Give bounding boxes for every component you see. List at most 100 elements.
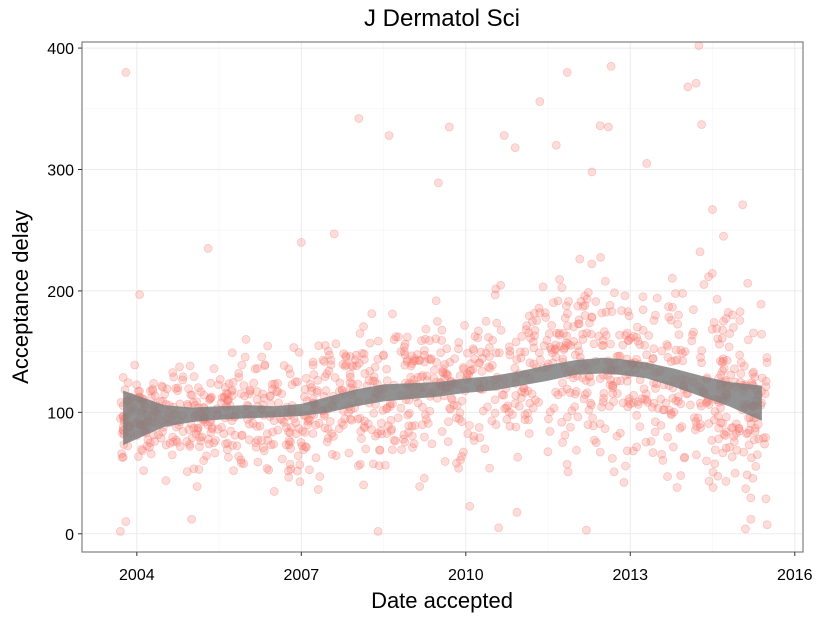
data-point <box>664 302 673 312</box>
data-point <box>457 417 467 426</box>
data-point <box>257 352 267 362</box>
data-point <box>659 405 668 415</box>
data-point <box>444 122 454 132</box>
data-point <box>351 355 360 365</box>
data-point <box>237 430 247 440</box>
data-point <box>633 397 643 407</box>
data-point <box>294 424 304 433</box>
data-point <box>734 424 744 433</box>
data-point <box>213 424 223 434</box>
data-point <box>406 372 416 382</box>
data-point <box>270 379 280 389</box>
data-point <box>199 456 209 465</box>
data-point <box>341 352 351 362</box>
data-point <box>322 369 332 379</box>
data-point <box>600 276 610 286</box>
data-point <box>719 231 728 241</box>
data-point <box>347 379 357 389</box>
data-point <box>224 452 233 462</box>
data-point <box>678 356 688 366</box>
data-point <box>189 372 199 381</box>
data-point <box>574 319 584 329</box>
data-point <box>438 364 448 374</box>
data-point <box>387 424 397 434</box>
data-point <box>199 390 209 400</box>
data-point <box>178 375 188 385</box>
data-point <box>171 383 181 393</box>
data-point <box>594 331 604 341</box>
data-point <box>194 465 204 474</box>
data-point <box>750 426 760 436</box>
data-point <box>516 393 526 403</box>
data-point <box>321 386 331 396</box>
data-point <box>485 463 495 473</box>
data-point <box>695 419 705 429</box>
data-point <box>735 350 745 360</box>
data-point <box>502 403 511 413</box>
data-point <box>624 311 634 321</box>
data-point <box>262 463 272 473</box>
data-point <box>430 365 439 375</box>
data-point <box>490 408 500 418</box>
data-point <box>575 254 585 264</box>
data-point <box>714 423 724 433</box>
data-point <box>589 435 599 445</box>
data-point <box>605 380 615 390</box>
data-point <box>370 376 379 386</box>
data-point <box>715 356 725 366</box>
data-point <box>709 415 719 425</box>
data-point <box>515 347 525 357</box>
data-point <box>251 442 261 452</box>
data-point <box>552 328 562 338</box>
data-point <box>193 424 203 433</box>
data-point <box>172 437 182 447</box>
data-point <box>540 308 550 318</box>
data-point <box>173 383 183 393</box>
data-point <box>318 355 328 365</box>
data-point <box>750 372 760 382</box>
data-point <box>210 436 220 445</box>
data-point <box>589 339 599 349</box>
data-point <box>451 458 461 468</box>
data-point <box>513 452 523 462</box>
data-point <box>524 429 534 438</box>
data-point <box>638 325 648 335</box>
data-point <box>747 453 756 463</box>
data-point <box>697 120 706 129</box>
data-point <box>704 476 714 486</box>
data-point <box>491 420 501 430</box>
data-point <box>175 362 184 372</box>
data-point <box>239 459 249 469</box>
data-point <box>578 329 588 339</box>
data-point <box>671 396 681 406</box>
data-point <box>341 360 351 370</box>
data-point <box>511 422 521 432</box>
data-point <box>752 450 762 460</box>
data-point <box>746 419 756 429</box>
data-point <box>668 442 678 452</box>
data-point <box>245 385 255 395</box>
data-point <box>551 345 560 355</box>
data-point <box>562 331 572 341</box>
data-point <box>175 442 185 452</box>
data-point <box>707 269 717 278</box>
data-point <box>240 352 250 362</box>
data-point <box>376 426 386 436</box>
data-point <box>583 420 593 430</box>
data-point <box>414 356 424 365</box>
data-point <box>560 313 570 323</box>
data-point <box>443 437 453 447</box>
data-point <box>313 485 323 494</box>
data-point <box>154 430 163 440</box>
data-point <box>196 436 206 446</box>
data-point <box>135 386 144 396</box>
data-point <box>727 423 737 433</box>
data-point <box>739 447 749 457</box>
data-point <box>731 428 741 438</box>
data-point <box>217 393 227 402</box>
data-point <box>502 415 512 424</box>
data-point <box>516 353 526 363</box>
data-point <box>721 431 730 440</box>
data-point <box>206 393 215 403</box>
data-point <box>189 464 199 474</box>
